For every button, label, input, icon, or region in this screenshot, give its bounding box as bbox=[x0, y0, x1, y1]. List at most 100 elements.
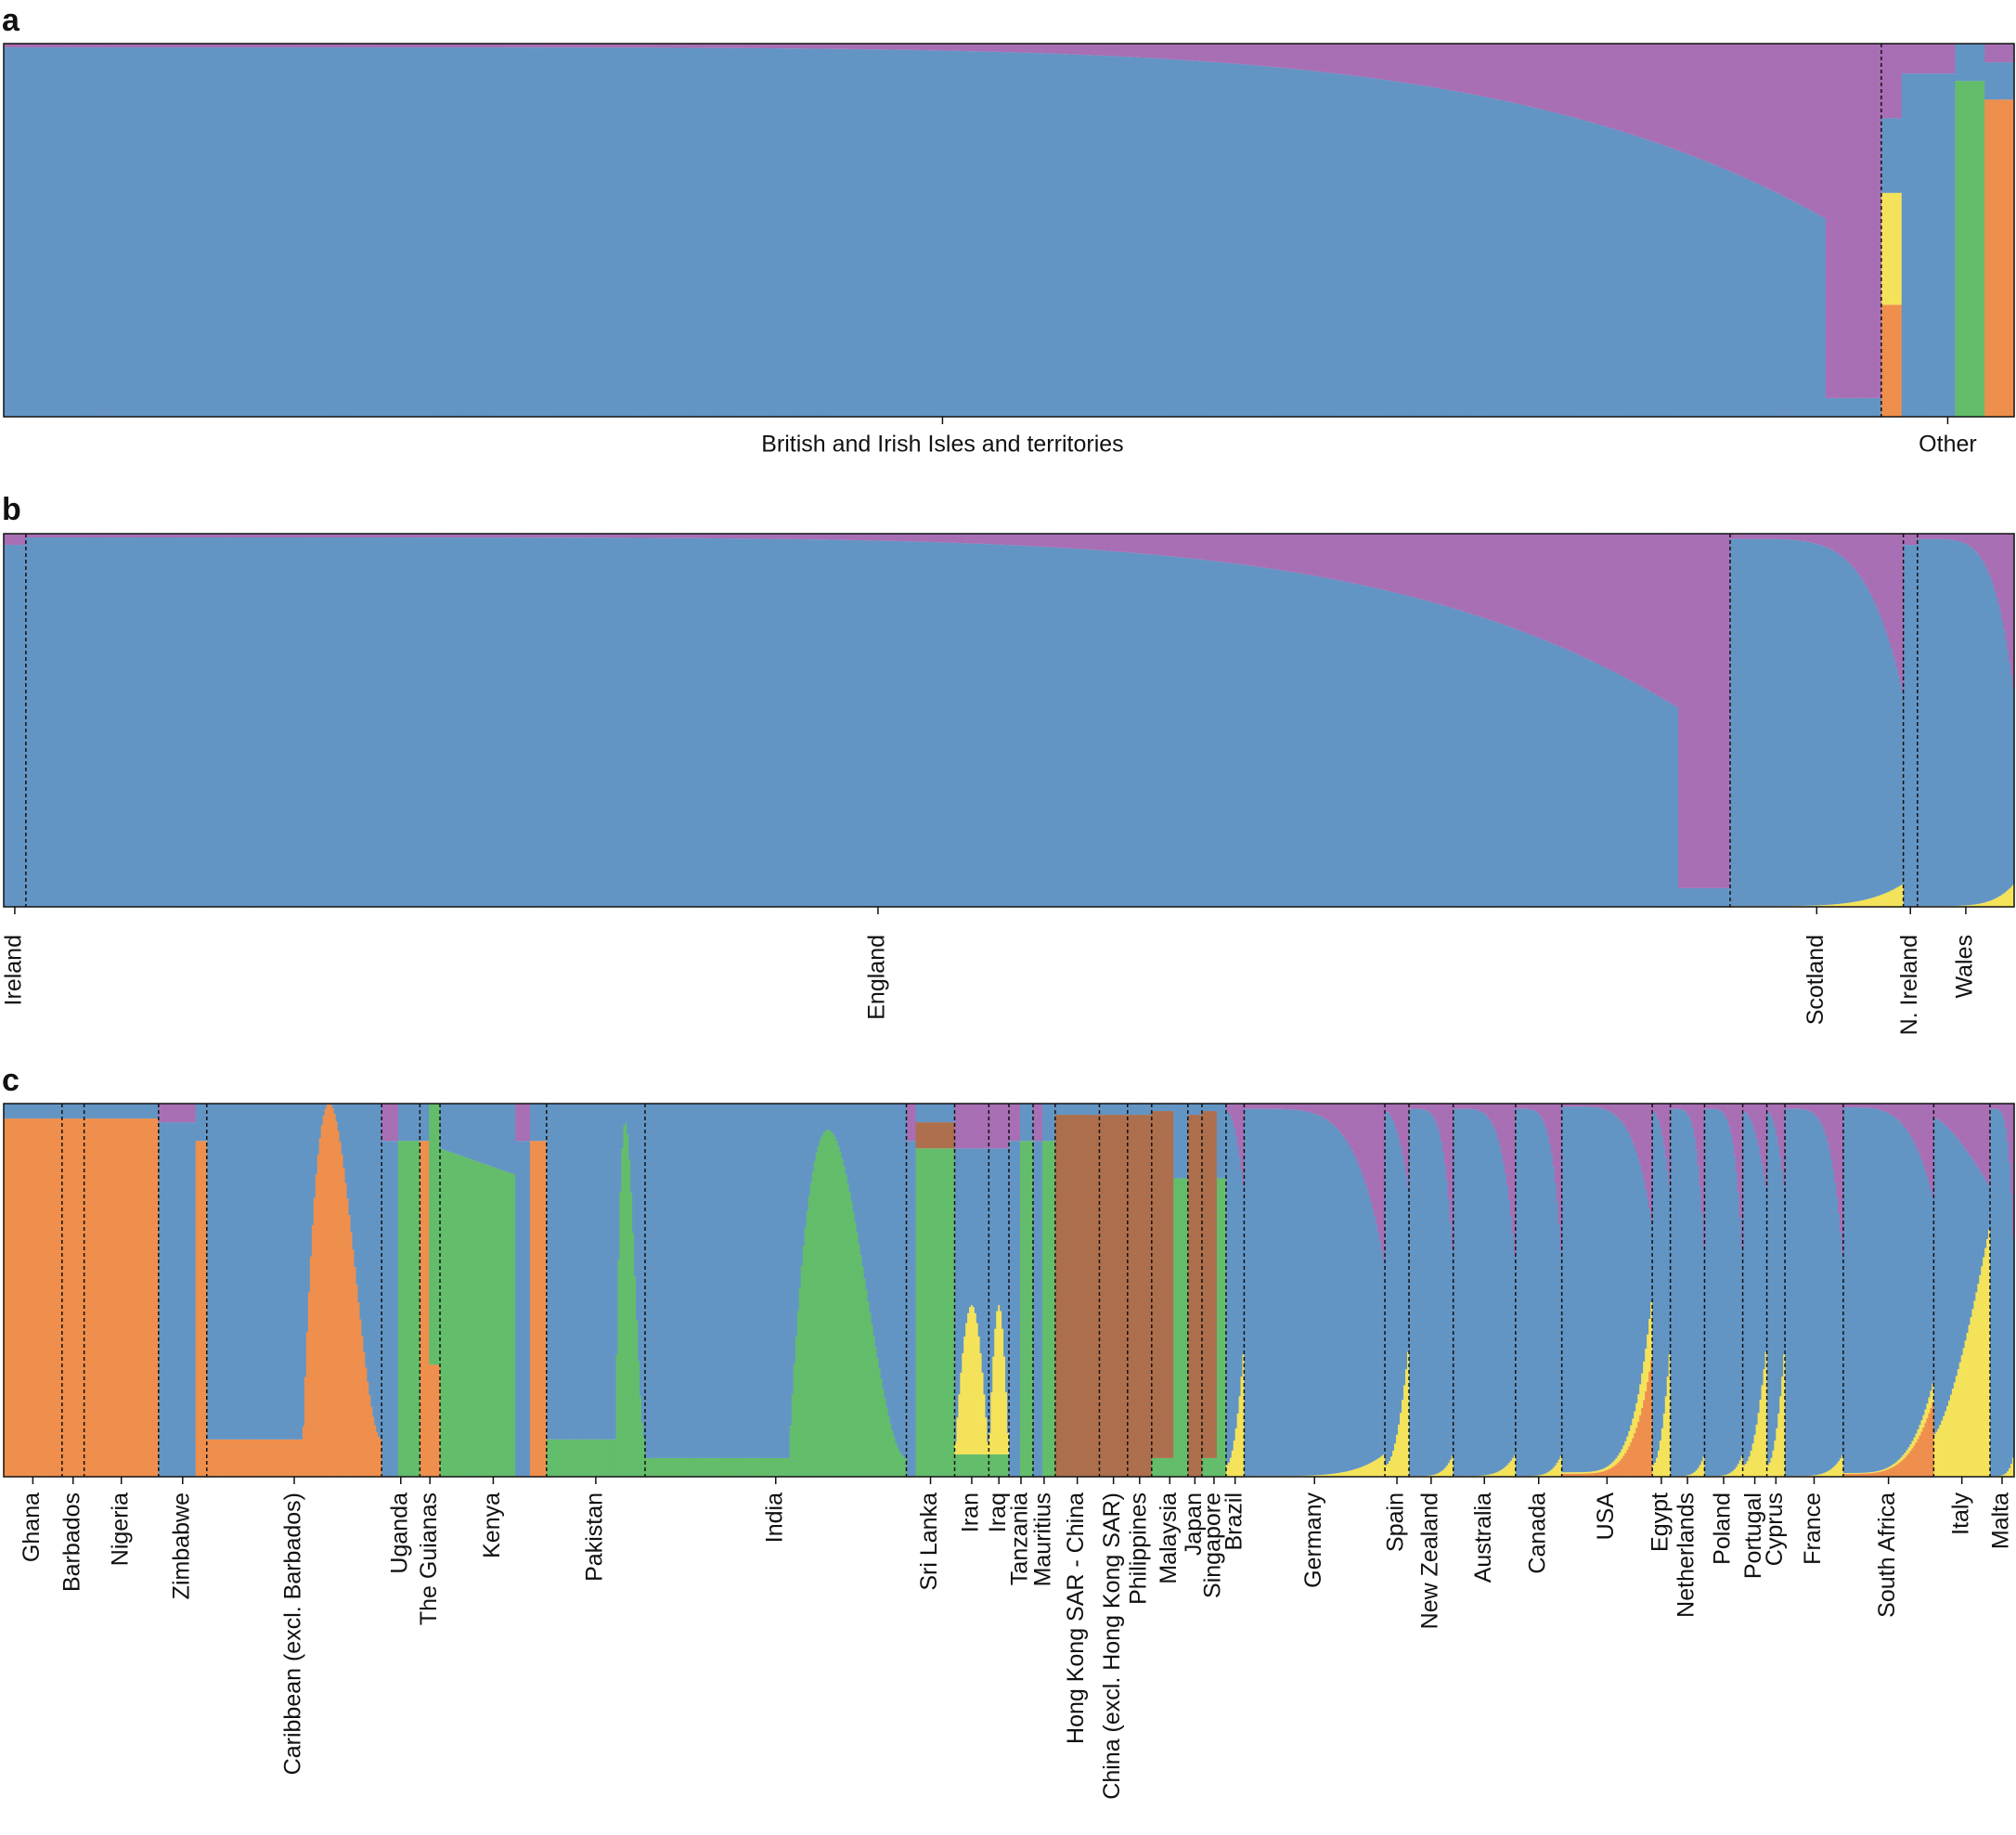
bar-segment-african bbox=[265, 1439, 268, 1477]
bar-segment-admix bbox=[743, 44, 747, 48]
bar-segment-admix bbox=[1394, 534, 1397, 593]
bar-segment-admix bbox=[81, 44, 84, 48]
bar-segment-admix bbox=[1126, 44, 1129, 58]
bar-segment-european bbox=[1244, 564, 1247, 907]
bar-segment-admix bbox=[769, 534, 772, 539]
bar-segment-european bbox=[1908, 73, 1912, 417]
bar-segment-european bbox=[946, 50, 950, 417]
bar-segment-european bbox=[250, 537, 253, 907]
bar-segment-european bbox=[1755, 538, 1759, 907]
bar-segment-european bbox=[1827, 397, 1830, 417]
bar-segment-admix bbox=[201, 534, 205, 538]
bar-segment-admix bbox=[775, 44, 779, 49]
bar-segment-european bbox=[284, 1104, 287, 1440]
bar-segment-european bbox=[1593, 662, 1596, 907]
bar-segment-admix bbox=[320, 44, 324, 48]
bar-segment-european bbox=[1572, 652, 1575, 907]
bar-segment-european bbox=[1741, 176, 1745, 417]
bar-segment-european bbox=[309, 47, 313, 418]
bar-segment-admix bbox=[331, 534, 335, 538]
bar-segment-admix bbox=[389, 44, 393, 48]
bar-segment-admix bbox=[840, 44, 844, 49]
bar-segment-admix bbox=[57, 534, 60, 538]
bar-segment-european bbox=[387, 47, 391, 417]
bar-segment-admix bbox=[884, 534, 887, 541]
bar-segment-european bbox=[281, 47, 285, 418]
bar-segment-european bbox=[57, 47, 60, 418]
bar-segment-european bbox=[1115, 56, 1118, 417]
bar-segment-admix bbox=[706, 44, 710, 48]
bar-segment-admix bbox=[1945, 44, 1949, 74]
bar-segment-european bbox=[235, 47, 239, 418]
bar-segment-european bbox=[278, 47, 281, 418]
bar-segment-european bbox=[961, 50, 964, 418]
bar-segment-european bbox=[805, 539, 808, 907]
bar-segment-african bbox=[78, 1118, 82, 1477]
bar-segment-european bbox=[1276, 67, 1279, 417]
bar-segment-admix bbox=[1549, 44, 1552, 112]
bar-segment-european bbox=[1428, 601, 1430, 907]
bar-segment-admix bbox=[1317, 44, 1320, 72]
bar-segment-admix bbox=[1743, 44, 1747, 178]
bar-segment-admix bbox=[226, 44, 229, 48]
bar-segment-admix bbox=[1360, 44, 1363, 77]
bar-segment-admix bbox=[1819, 44, 1823, 216]
bar-segment-admix bbox=[1085, 44, 1088, 56]
bar-segment-european bbox=[814, 539, 817, 907]
bar-segment-admix bbox=[1469, 44, 1472, 95]
bar-segment-admix bbox=[1378, 44, 1381, 80]
bar-segment-european bbox=[361, 537, 365, 907]
bar-segment-admix bbox=[723, 44, 727, 48]
bar-segment-middle_east bbox=[1888, 891, 1892, 907]
bar-segment-middle_east bbox=[1835, 904, 1838, 907]
bar-segment-admix bbox=[174, 534, 177, 538]
bar-segment-admix bbox=[504, 44, 508, 48]
bar-segment-european bbox=[745, 538, 748, 907]
bar-segment-european bbox=[967, 543, 971, 907]
bar-segment-european bbox=[688, 47, 691, 417]
bar-segment-admix bbox=[1012, 534, 1015, 546]
bar-segment-european bbox=[363, 1104, 366, 1352]
bar-segment-admix bbox=[2007, 534, 2010, 651]
bar-segment-european bbox=[19, 1104, 23, 1119]
bar-segment-admix bbox=[1971, 534, 1975, 549]
bar-segment-european bbox=[1700, 887, 1703, 907]
bar-segment-admix bbox=[1413, 534, 1415, 598]
bar-segment-european bbox=[304, 1104, 307, 1377]
bar-segment-admix bbox=[1746, 534, 1750, 539]
bar-segment-admix bbox=[259, 534, 263, 538]
bar-segment-admix bbox=[1331, 534, 1335, 579]
bar-segment-admix bbox=[1542, 44, 1544, 110]
bar-segment-european bbox=[305, 1104, 309, 1333]
bar-segment-admix bbox=[814, 44, 818, 49]
bar-segment-european bbox=[385, 1141, 388, 1477]
bar-segment-admix bbox=[753, 44, 756, 48]
bar-segment-admix bbox=[1838, 44, 1842, 398]
bar-segment-admix bbox=[1901, 44, 1905, 74]
bar-segment-admix bbox=[1480, 44, 1483, 97]
bar-segment-admix bbox=[786, 44, 790, 49]
bar-segment-south_asian bbox=[1960, 81, 1963, 417]
bar-segment-european bbox=[34, 1104, 37, 1119]
bar-segment-admix bbox=[49, 534, 53, 538]
bar-segment-admix bbox=[1329, 534, 1333, 579]
bar-segment-admix bbox=[173, 1104, 176, 1123]
bar-segment-european bbox=[380, 47, 383, 417]
bar-segment-european bbox=[1590, 122, 1593, 417]
bar-segment-european bbox=[1254, 65, 1257, 418]
bar-segment-admix bbox=[1906, 44, 1910, 74]
bar-segment-admix bbox=[1350, 44, 1353, 76]
bar-segment-european bbox=[1066, 54, 1069, 418]
bar-segment-european bbox=[1848, 562, 1851, 903]
bar-segment-european bbox=[1984, 62, 1987, 100]
bar-segment-european bbox=[1072, 54, 1075, 417]
bar-segment-european bbox=[1034, 546, 1038, 907]
bar-segment-european bbox=[252, 537, 255, 907]
bar-segment-admix bbox=[168, 44, 172, 48]
bar-segment-european bbox=[1569, 651, 1571, 907]
bar-segment-european bbox=[368, 537, 372, 907]
bar-segment-european bbox=[322, 1104, 326, 1116]
bar-segment-admix bbox=[1346, 534, 1350, 583]
bar-segment-european bbox=[924, 541, 928, 907]
bar-segment-european bbox=[1376, 78, 1379, 418]
